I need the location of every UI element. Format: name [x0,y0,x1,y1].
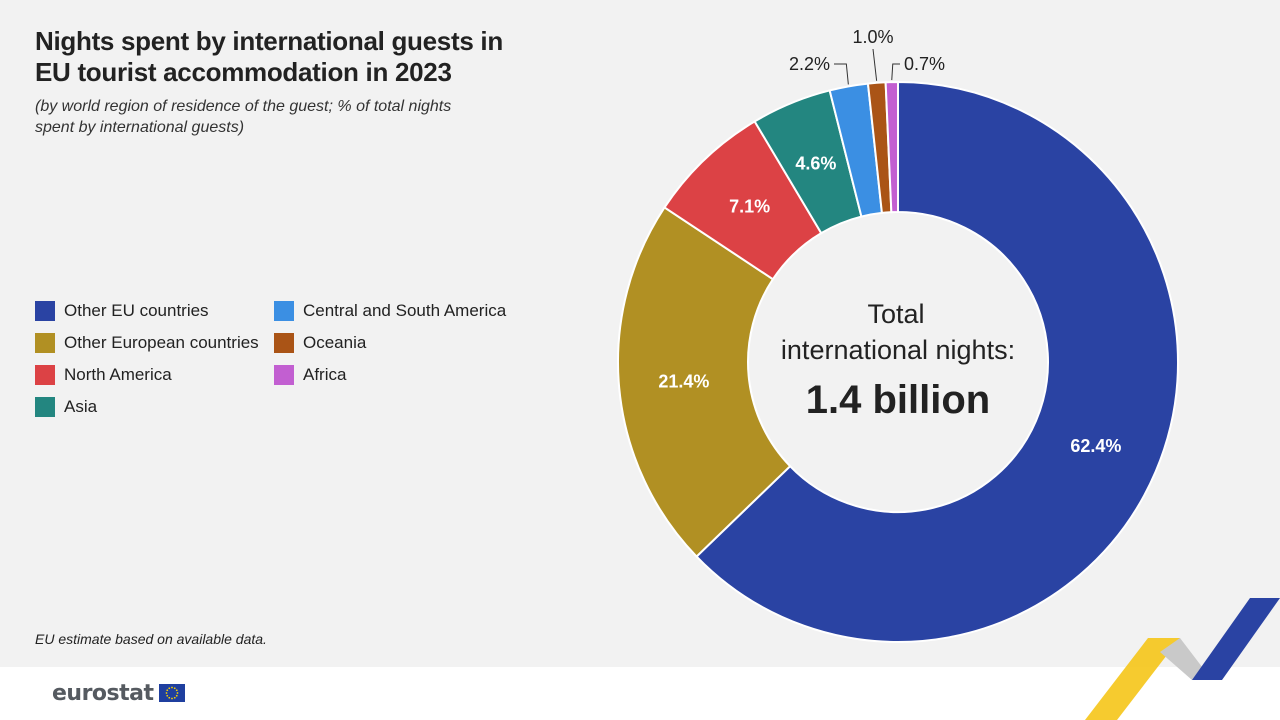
legend-item-north-america: North America [35,364,172,386]
label-leader-lines [834,48,900,85]
value-label-asia: 4.6% [795,153,836,173]
value-label-africa: 0.7% [904,54,945,74]
leader-line-central-and-south-america [834,63,849,85]
legend-item-central-and-south-america: Central and South America [274,300,506,322]
slice-other-european-countries [617,206,792,558]
legend-swatch [35,333,55,353]
chart-legend: Other EU countries Central and South Amer… [35,300,535,430]
legend-label: Asia [64,397,98,416]
legend-swatch [274,333,294,353]
legend-label: Africa [303,365,347,384]
legend-label: Other EU countries [64,301,209,320]
legend-swatch [274,365,294,385]
legend-label: Other European countries [64,333,259,352]
legend-item-asia: Asia [35,396,97,418]
eurostat-logo[interactable]: eurostat [52,680,185,706]
leader-line-africa [891,63,900,81]
center-label-line2: international nights: [781,335,1015,365]
brand-stripe-yellow [1085,638,1180,720]
legend-item-other-european-countries: Other European countries [35,332,259,354]
legend-item-africa: Africa [274,364,346,386]
slice-other-eu-countries [695,80,1179,643]
legend-swatch [35,397,55,417]
center-label-line1: Total [867,299,924,329]
legend-label: Oceania [303,333,367,352]
brand-stripe-blue [1192,598,1280,680]
legend-swatch [35,365,55,385]
legend-label: Central and South America [303,301,507,320]
donut-slices [617,80,1179,643]
footer-band [0,667,1280,720]
chart-title-line: EU tourist accommodation in 2023 [35,57,452,87]
chart-subtitle: (by world region of residence of the gue… [35,96,535,138]
value-label-oceania: 1.0% [852,27,893,47]
slice-africa [884,80,899,214]
chart-subtitle-line: spent by international guests) [35,119,245,136]
value-label-other-eu-countries: 62.4% [1070,436,1121,456]
leader-line-oceania [872,48,878,81]
value-label-central-and-south-america: 2.2% [789,54,830,74]
value-label-north-america: 7.1% [729,196,770,216]
value-label-other-european-countries: 21.4% [658,372,709,392]
legend-swatch [274,301,294,321]
chart-title-line: Nights spent by international guests in [35,26,503,56]
logo-wordmark: eurostat [52,680,154,706]
center-total-value: 1.4 billion [806,378,990,422]
footnote: EU estimate based on available data. [35,631,267,647]
chart-subtitle-line: (by world region of residence of the gue… [35,98,452,115]
legend-item-oceania: Oceania [274,332,366,354]
slice-value-labels: 62.4% 21.4% 7.1% 4.6% 2.2% 1.0% 0.7% [658,27,1121,456]
brand-stripe-grey [1160,638,1212,680]
legend-item-other-eu-countries: Other EU countries [35,300,209,322]
legend-label: North America [64,365,172,384]
chart-title: Nights spent by international guests in … [35,26,555,88]
eu-flag-icon [158,684,185,702]
legend-swatch [35,301,55,321]
